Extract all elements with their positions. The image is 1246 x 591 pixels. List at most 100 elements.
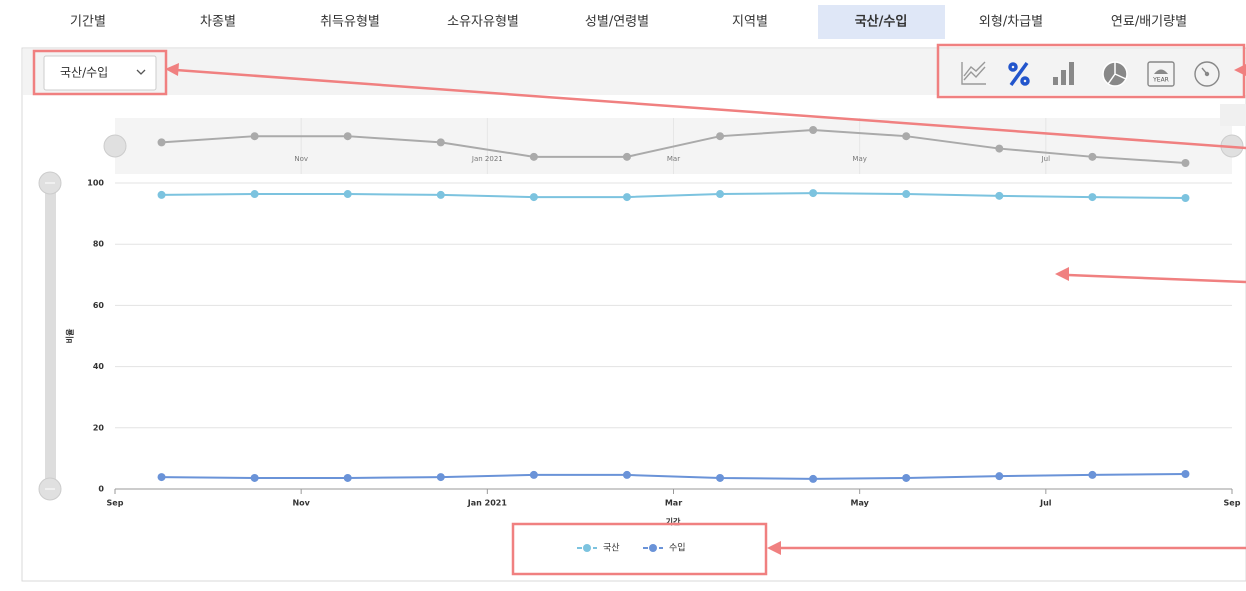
y-tick-label: 0 [98, 485, 104, 494]
x-axis-label: 기간 [666, 517, 681, 527]
navigator-point [436, 138, 445, 147]
navigator-point [1088, 152, 1097, 161]
point[interactable] [809, 474, 818, 483]
legend-swatch [583, 544, 591, 552]
x-tick-label: Nov [292, 499, 310, 508]
tab[interactable]: 차종별 [200, 15, 236, 30]
tab[interactable]: 소유자유형별 [447, 15, 519, 30]
point[interactable] [809, 189, 818, 198]
series-line [161, 473, 1186, 480]
navigator-line [161, 128, 1186, 164]
navigator-tick-label: Jan 2021 [471, 155, 503, 163]
legend-label[interactable]: 국산 [603, 543, 620, 554]
navigator-tick-label: Mar [667, 155, 680, 163]
point[interactable] [157, 473, 166, 482]
tab[interactable]: 취득유형별 [320, 15, 380, 30]
point[interactable] [716, 473, 725, 482]
point[interactable] [622, 470, 631, 479]
icon-year[interactable]: YEAR [1147, 61, 1175, 87]
x-tick-label: Sep [107, 499, 124, 508]
y-tick-label: 40 [93, 362, 105, 371]
legend: 국산 수입 [577, 542, 686, 554]
point[interactable] [1181, 193, 1190, 202]
legend-label[interactable]: 수입 [669, 542, 686, 554]
highlight-box [511, 522, 768, 576]
tab[interactable]: 국산/수입 [855, 14, 908, 30]
icon-gauge[interactable] [1194, 61, 1220, 87]
y-slider-track[interactable] [45, 183, 56, 489]
point[interactable] [436, 473, 445, 482]
arrowheads [165, 63, 1246, 555]
arrow [1067, 273, 1246, 284]
toolbar [23, 49, 1246, 95]
icon-percent[interactable] [1008, 61, 1030, 87]
tab[interactable]: 기간별 [70, 15, 106, 30]
tab[interactable]: 지역별 [732, 15, 768, 30]
navigator-point [995, 144, 1004, 153]
navigator-handle[interactable] [103, 134, 127, 158]
dropdown-caret [136, 69, 146, 75]
icon-line[interactable] [961, 61, 986, 85]
navigator-point [809, 126, 818, 134]
x-tick-label: Sep [1224, 499, 1241, 508]
arrowhead [165, 63, 179, 76]
point[interactable] [250, 190, 259, 199]
slider-grip [45, 182, 55, 490]
point[interactable] [343, 190, 352, 199]
point[interactable] [995, 472, 1004, 481]
x-tick-label: Jul [1039, 499, 1052, 508]
navigator-point [529, 152, 538, 161]
point[interactable] [995, 191, 1004, 200]
navigator-point [157, 138, 166, 147]
navigator-point [343, 132, 352, 141]
arrowhead [1234, 64, 1246, 76]
y-tick-label: 60 [93, 301, 105, 310]
arrow [175, 68, 1246, 150]
x-tick-label: Mar [665, 499, 682, 508]
arrowhead [1055, 267, 1069, 281]
point[interactable] [902, 190, 911, 199]
annotations [32, 43, 1246, 576]
point[interactable] [1088, 193, 1097, 202]
navigator-point [902, 132, 911, 141]
dropdown[interactable] [43, 55, 157, 91]
point[interactable] [343, 473, 352, 482]
series-line [161, 192, 1186, 199]
navigator-point [622, 152, 631, 161]
point[interactable] [716, 190, 725, 199]
chart: 0 20 40 60 80 100 Sep Nov Nov Jan 2021 Jan 2021 Mar… [87, 118, 1241, 508]
point[interactable] [622, 193, 631, 202]
arrowhead [767, 541, 781, 555]
point[interactable] [529, 470, 538, 479]
navigator-point [250, 132, 259, 141]
icon-bar[interactable] [1053, 62, 1074, 85]
dropdown-label[interactable]: 국산/수입 [60, 66, 108, 80]
x-tick-label: May [851, 499, 870, 508]
highlight-box [32, 49, 168, 96]
navigator-point [716, 132, 725, 141]
tab[interactable]: 외형/차급별 [979, 15, 1043, 30]
navigator-tick-label: May [852, 155, 866, 163]
tab[interactable]: 성별/연령별 [585, 15, 649, 30]
point[interactable] [157, 190, 166, 199]
x-tick-label: Jan 2021 [467, 499, 508, 508]
point[interactable] [436, 190, 445, 199]
y-tick-label: 80 [93, 240, 105, 249]
navigator-tick-label: Nov [294, 155, 308, 163]
point[interactable] [250, 473, 259, 482]
point[interactable] [529, 193, 538, 202]
y-tick-label: 100 [87, 179, 104, 188]
tab-bar: 기간별 차종별 취득유형별 소유자유형별 성별/연령별 지역별 국산/수입 외형/차급별 연료/… [70, 14, 1187, 30]
tab[interactable]: 연료/배기량별 [1111, 15, 1187, 30]
point[interactable] [1088, 470, 1097, 479]
point[interactable] [1181, 470, 1190, 479]
scroll-button[interactable] [1220, 104, 1246, 126]
point[interactable] [902, 473, 911, 482]
active-tab-bg [818, 5, 945, 39]
navigator-point [1181, 159, 1190, 167]
icon-pie[interactable] [1102, 61, 1128, 87]
svg-text:YEAR: YEAR [1152, 77, 1169, 84]
legend-swatch [649, 544, 657, 552]
